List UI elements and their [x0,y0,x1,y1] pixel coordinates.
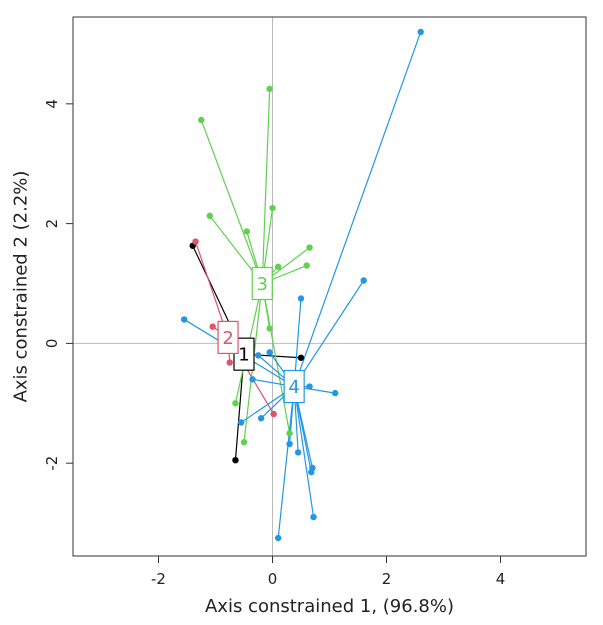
data-point-group-2 [226,359,233,366]
data-point-group-3 [266,85,273,93]
spider-segment-group-4 [277,386,295,539]
spider-segment-group-4 [293,31,422,387]
data-point-group-2 [209,323,216,330]
x-tick-label: 0 [268,570,278,588]
x-tick-label: -2 [151,570,166,588]
data-point-group-3 [206,212,213,220]
data-point-group-3 [275,263,282,270]
spider-segment-group-3 [200,119,263,284]
data-point-group-4 [286,440,293,448]
data-point-group-3 [306,244,313,251]
plot-frame [72,16,587,557]
centroid-label-group-1: 1 [238,345,249,366]
data-point-group-2 [192,238,199,245]
spider-segment-group-3 [261,88,271,284]
y-tick-label: 2 [43,219,61,229]
centroid-box-group-4 [283,369,305,404]
x-axis-title: Axis constrained 1, (96.8%) [205,596,454,617]
spider-segment-group-3 [261,283,291,434]
data-point-group-3 [198,116,205,124]
x-tick-label: 4 [496,570,506,588]
data-point-group-4 [417,28,424,36]
sample-points [180,28,424,542]
data-point-group-4 [310,513,317,521]
data-point-group-4 [249,376,256,383]
data-point-group-4 [294,449,302,456]
data-point-group-4 [237,419,245,426]
data-point-group-4 [360,277,367,284]
data-point-group-4 [297,295,305,302]
data-point-group-3 [286,430,293,437]
data-point-group-4 [180,316,188,323]
centroid-label-group-4: 4 [288,377,299,398]
y-tick-label: 0 [43,339,61,349]
data-point-group-4 [255,352,262,359]
data-point-group-4 [266,349,273,356]
data-point-group-4 [332,389,339,397]
centroid-box-group-1 [233,337,255,371]
data-point-group-4 [306,383,313,390]
data-point-group-4 [257,415,265,422]
data-point-group-3 [232,400,239,407]
centroid-label-group-3: 3 [257,274,268,295]
centroid-box-group-2 [217,320,239,355]
data-point-group-3 [240,439,248,446]
data-point-group-3 [269,204,276,212]
spider-segments [183,31,422,539]
data-point-group-1 [232,456,239,464]
axis-ticks: -2 0 2 4 -2 0 2 4 [43,99,505,588]
y-tick-label: -2 [43,456,61,471]
y-tick-label: 4 [43,99,61,109]
data-point-group-4 [275,534,282,542]
data-point-group-1 [297,354,305,361]
data-point-group-2 [270,410,277,418]
data-point-group-3 [303,262,310,269]
x-tick-label: 2 [382,570,392,588]
group-centroid-labels: 12 3 4 [217,266,305,404]
data-point-group-4 [308,468,315,476]
spider-segment-group-4 [293,280,365,387]
centroid-label-group-2: 2 [222,328,233,349]
data-point-group-3 [243,228,251,235]
spider-segment-group-4 [293,386,315,518]
data-point-group-3 [266,325,273,332]
y-axis-title: Axis constrained 2 (2.2%) [10,171,31,403]
centroid-box-group-3 [251,266,273,301]
